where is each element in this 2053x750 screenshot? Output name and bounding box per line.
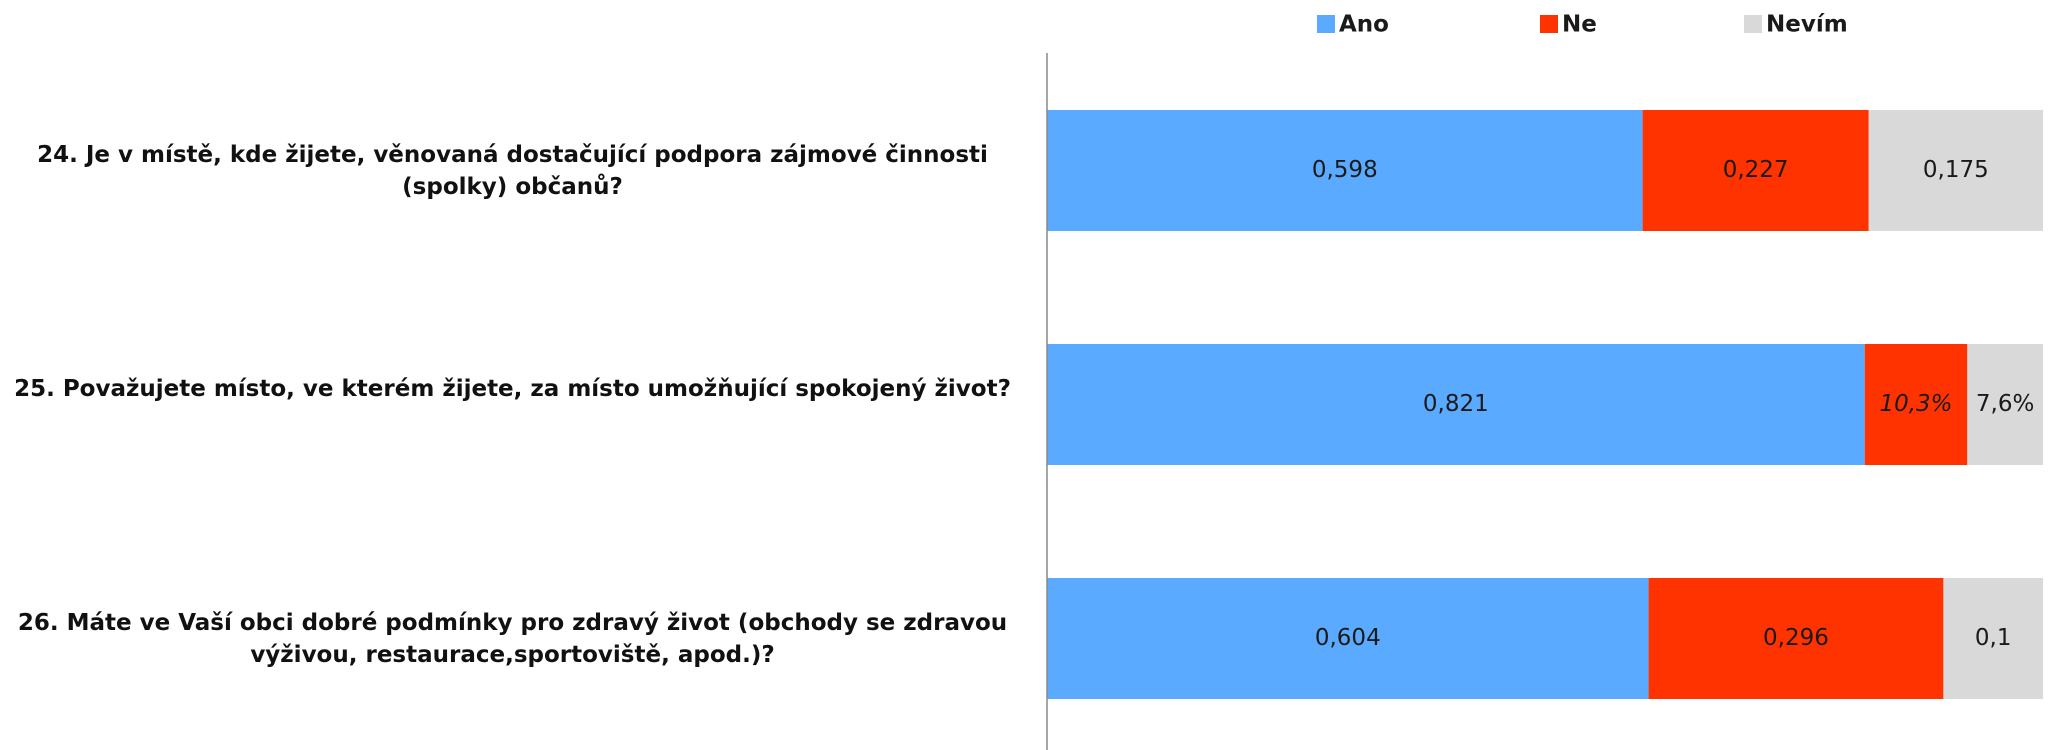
value-label: 0,821 [1423,391,1489,417]
bar-segment [1047,578,1649,699]
bar-segment [1047,344,1865,465]
category-label: 26. Máte ve Vaší obci dobré podmínky pro… [17,609,1008,668]
value-label: 0,604 [1315,625,1381,651]
category-label: 25. Považujete místo, ve kterém žijete, … [14,375,1011,402]
bar-segment [1642,110,1869,231]
value-label: 7,6% [1976,391,2034,417]
legend-swatch [1540,15,1558,33]
value-label: 0,227 [1723,157,1789,183]
value-label: 0,175 [1923,157,1989,183]
bar-segment [1868,110,2043,231]
legend-label: Nevím [1766,12,1848,38]
value-label: 10,3% [1879,391,1952,417]
value-label: 0,598 [1312,157,1378,183]
bar-segment [1864,344,1968,465]
category-label: 24. Je v místě, kde žijete, věnovaná dos… [37,141,988,200]
bar-segment [1047,110,1643,231]
legend-swatch [1317,15,1335,33]
legend-label: Ne [1562,12,1597,38]
bar-segment [1967,344,2043,465]
legend-label: Ano [1339,12,1389,38]
bar-segment [1943,578,2043,699]
value-label: 0,1 [1975,625,2012,651]
value-label: 0,296 [1763,625,1829,651]
legend-swatch [1744,15,1762,33]
bar-segment [1648,578,1944,699]
